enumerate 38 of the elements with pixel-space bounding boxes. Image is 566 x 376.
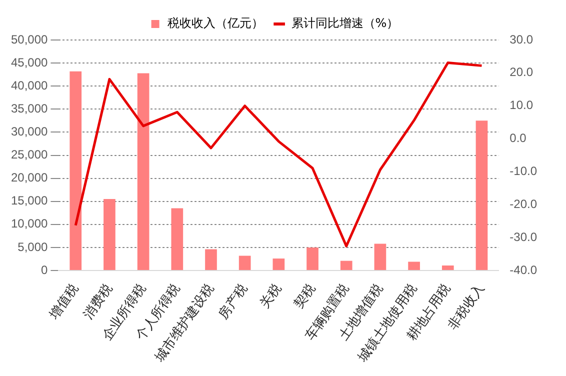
y-tick-label: 35,000 bbox=[11, 101, 48, 116]
y2-tick-label: 20.0 bbox=[510, 65, 534, 80]
y-tick-label: 15,000 bbox=[11, 194, 48, 208]
y-tick-label: 0 bbox=[41, 262, 48, 277]
y-tick-label: 20,000 bbox=[11, 170, 48, 185]
legend-label: 税收收入（亿元） bbox=[167, 16, 264, 30]
bar bbox=[205, 249, 217, 270]
y2-tick-label: 0.0 bbox=[510, 131, 527, 146]
x-tick-label: 关税 bbox=[258, 282, 285, 312]
y2-tick-label: -10.0 bbox=[510, 164, 538, 178]
bar bbox=[70, 71, 82, 270]
bar bbox=[374, 244, 386, 270]
y2-tick-label: 10.0 bbox=[510, 98, 534, 112]
y-tick-label: 40,000 bbox=[11, 78, 48, 92]
legend-label: 累计同比增速（%） bbox=[291, 16, 399, 30]
y-tick-label: 25,000 bbox=[11, 148, 48, 162]
bar bbox=[137, 73, 150, 270]
bar bbox=[340, 260, 352, 270]
x-tick-label: 增值税 bbox=[46, 282, 82, 323]
y2-tick-label: -20.0 bbox=[510, 196, 538, 211]
y2-tick-label: 30.0 bbox=[510, 32, 534, 46]
bar bbox=[104, 199, 116, 270]
x-tick-label: 房产税 bbox=[215, 281, 251, 322]
bar bbox=[306, 247, 318, 270]
y-tick-label: 5,000 bbox=[18, 240, 48, 254]
y2-tick-label: -30.0 bbox=[510, 230, 538, 244]
bar bbox=[476, 120, 488, 270]
bar bbox=[171, 208, 184, 270]
y-tick-label: 30,000 bbox=[11, 124, 48, 139]
y-tick-label: 50,000 bbox=[11, 32, 48, 46]
bar bbox=[408, 262, 420, 270]
bar bbox=[442, 265, 454, 270]
y-tick-label: 45,000 bbox=[11, 55, 48, 70]
x-tick-label: 契税 bbox=[291, 282, 319, 312]
bar bbox=[272, 258, 285, 270]
y-tick-label: 10,000 bbox=[11, 216, 48, 231]
y2-tick-label: -40.0 bbox=[510, 262, 538, 277]
bar bbox=[238, 256, 251, 270]
